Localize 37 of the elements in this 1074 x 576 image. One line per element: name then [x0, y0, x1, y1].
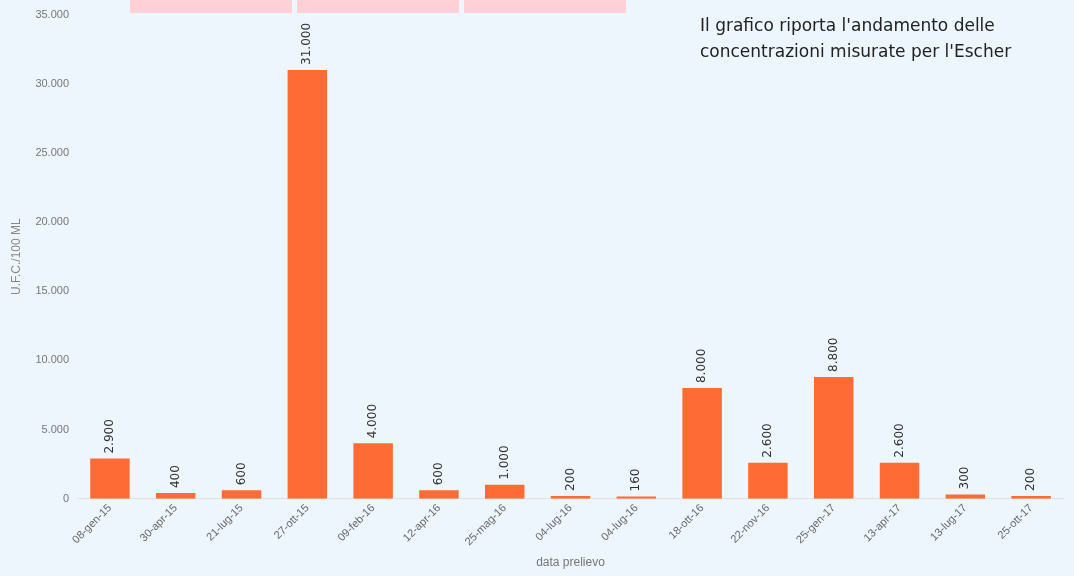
data-label: 200	[1023, 467, 1038, 491]
bar	[879, 462, 920, 499]
y-tick-label: 5.000	[41, 422, 70, 435]
bar	[484, 484, 525, 499]
data-label: 600	[431, 462, 446, 486]
data-label: 200	[562, 467, 577, 491]
data-label: 2.900	[102, 419, 117, 454]
data-label: 4.000	[365, 403, 380, 439]
y-tick-label: 35.000	[35, 7, 70, 20]
data-label: 8.800	[825, 337, 840, 372]
bar	[748, 462, 788, 499]
y-tick-label: 20.000	[35, 215, 70, 228]
bar	[353, 443, 393, 499]
data-label: 1.000	[496, 445, 511, 480]
annotation: Il grafico riporta l'andamento delle concentrazioni misurate per l'Escher	[700, 14, 1013, 63]
data-label: 160	[628, 468, 643, 492]
data-label: 8.000	[694, 348, 709, 384]
data-label: 31.000	[299, 22, 314, 65]
y-axis-title: U.F.C./100 ML	[8, 217, 23, 295]
data-label: 2.600	[891, 423, 906, 458]
data-label: 2.600	[760, 423, 775, 458]
y-tick-label: 25.000	[35, 145, 70, 158]
bar	[419, 490, 459, 499]
bar	[813, 376, 854, 499]
y-tick-label: 30.000	[35, 76, 70, 89]
y-tick-label: 15.000	[35, 284, 70, 297]
bar	[90, 458, 130, 499]
data-label: 600	[233, 462, 248, 486]
x-axis-title: data prelievo	[536, 555, 606, 570]
data-label: 400	[167, 465, 182, 489]
y-tick-label: 10.000	[35, 353, 70, 366]
bar	[682, 388, 722, 499]
bar	[616, 496, 657, 499]
data-label: 300	[957, 466, 972, 490]
y-tick-label: 0	[62, 491, 70, 504]
bar	[221, 490, 262, 499]
bar	[287, 69, 328, 499]
